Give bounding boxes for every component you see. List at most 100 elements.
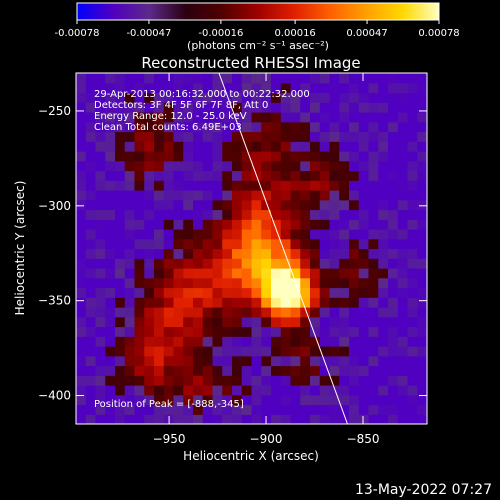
heatmap-cell	[388, 268, 399, 279]
heatmap-cell	[193, 238, 204, 250]
heatmap-cell	[329, 238, 340, 250]
heatmap-cell	[280, 375, 292, 386]
heatmap-cell	[115, 394, 126, 406]
heatmap-cell	[222, 268, 233, 279]
heatmap-cell	[417, 355, 427, 367]
heatmap-cell	[280, 219, 292, 230]
heatmap-cell	[105, 160, 116, 172]
heatmap-cell	[310, 346, 321, 357]
heatmap-cell	[222, 414, 233, 424]
heatmap-cell	[329, 297, 340, 308]
heatmap-cell	[134, 394, 145, 406]
heatmap-cell	[183, 394, 194, 406]
heatmap-cell	[124, 404, 136, 415]
heatmap-cell	[271, 112, 282, 123]
heatmap-cell	[163, 297, 175, 308]
heatmap-cell	[124, 229, 136, 240]
heatmap-cell	[397, 199, 409, 211]
heatmap-cell	[105, 121, 116, 133]
heatmap-cell	[202, 160, 214, 172]
heatmap-cell	[193, 92, 204, 103]
heatmap-cell	[358, 180, 370, 191]
heatmap-cell	[290, 131, 301, 142]
heatmap-cell	[319, 258, 331, 269]
heatmap-cell	[95, 297, 106, 308]
heatmap-cell	[163, 190, 175, 201]
heatmap-cell	[212, 82, 223, 94]
heatmap-cell	[232, 375, 243, 386]
heatmap-cell	[173, 385, 184, 396]
heatmap-cell	[144, 336, 155, 347]
heatmap-cell	[280, 151, 292, 162]
heatmap-cell	[232, 277, 243, 289]
heatmap-cell	[339, 414, 350, 424]
heatmap-cell	[183, 268, 194, 279]
heatmap-cell	[290, 73, 301, 84]
heatmap-cell	[290, 170, 301, 181]
heatmap-cell	[368, 82, 379, 94]
heatmap-cell	[300, 238, 311, 250]
heatmap-cell	[368, 73, 379, 84]
heatmap-cell	[212, 102, 223, 113]
heatmap-cell	[222, 336, 233, 347]
heatmap-cell	[407, 258, 418, 269]
heatmap-cell	[417, 209, 427, 220]
heatmap-cell	[271, 375, 282, 386]
heatmap-cell	[280, 92, 292, 103]
heatmap-cell	[232, 326, 243, 337]
heatmap-cell	[115, 238, 126, 250]
heatmap-cell	[85, 404, 97, 415]
heatmap-cell	[407, 404, 418, 415]
heatmap-cell	[280, 316, 292, 328]
heatmap-cell	[329, 326, 340, 337]
heatmap-cell	[290, 365, 301, 376]
heatmap-cell	[349, 365, 360, 376]
heatmap-cell	[407, 102, 418, 113]
heatmap-cell	[407, 365, 418, 376]
heatmap-cell	[124, 170, 136, 181]
heatmap-cell	[349, 375, 360, 386]
heatmap-cell	[95, 160, 106, 172]
heatmap-cell	[115, 385, 126, 396]
heatmap-cell	[290, 82, 301, 94]
heatmap-cell	[241, 102, 253, 113]
heatmap-cell	[251, 414, 262, 424]
heatmap-cell	[290, 394, 301, 406]
heatmap-cell	[261, 190, 272, 201]
heatmap-cell	[368, 326, 379, 337]
heatmap-cell	[378, 160, 389, 172]
heatmap-cell	[76, 394, 87, 406]
annotation-time-range: 29-Apr-2013 00:16:32.000 to 00:22:32.000	[94, 89, 310, 100]
heatmap-cell	[407, 248, 418, 259]
heatmap-cell	[280, 209, 292, 220]
heatmap-cell	[261, 316, 272, 328]
heatmap-cell	[85, 307, 97, 318]
heatmap-cell	[271, 414, 282, 424]
heatmap-cell	[378, 365, 389, 376]
heatmap-cell	[388, 375, 399, 386]
heatmap-cell	[397, 355, 409, 367]
heatmap-cell	[251, 316, 262, 328]
heatmap-cell	[290, 92, 301, 103]
heatmap-pixels	[76, 73, 427, 424]
heatmap-cell	[319, 385, 331, 396]
heatmap-cell	[193, 375, 204, 386]
heatmap-cell	[280, 297, 292, 308]
heatmap-cell	[134, 248, 145, 259]
heatmap-cell	[95, 287, 106, 298]
heatmap-cell	[300, 209, 311, 220]
heatmap-cell	[397, 385, 409, 396]
heatmap-cell	[124, 268, 136, 279]
heatmap-cell	[144, 316, 155, 328]
heatmap-cell	[124, 414, 136, 424]
heatmap-cell	[300, 151, 311, 162]
heatmap-cell	[232, 414, 243, 424]
heatmap-cell	[154, 346, 165, 357]
heatmap-cell	[95, 414, 106, 424]
heatmap-cell	[134, 277, 145, 289]
heatmap-cell	[232, 229, 243, 240]
y-axis-label: Heliocentric Y (arcsec)	[13, 181, 27, 316]
heatmap-cell	[368, 190, 379, 201]
heatmap-cell	[290, 385, 301, 396]
heatmap-cell	[222, 180, 233, 191]
